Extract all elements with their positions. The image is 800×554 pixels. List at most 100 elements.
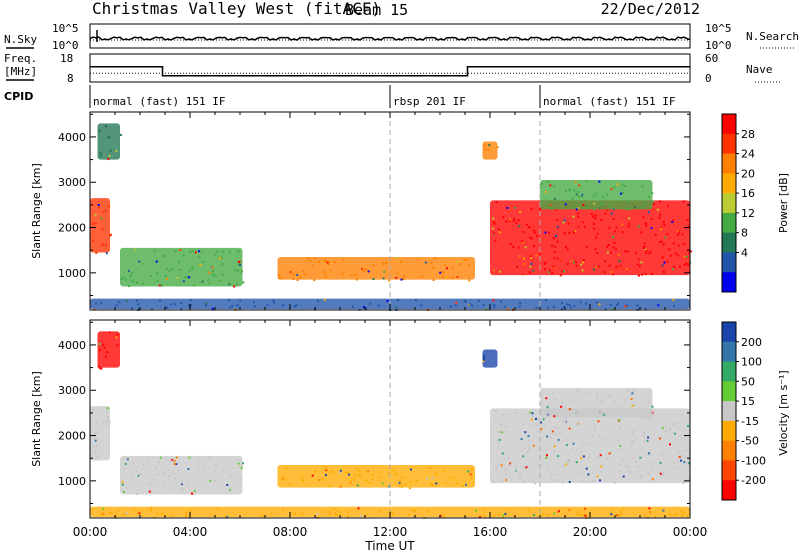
data-speckle <box>546 180 549 183</box>
data-speckle <box>546 468 549 471</box>
data-speckle <box>108 420 111 423</box>
data-speckle <box>532 224 535 227</box>
data-speckle <box>108 345 110 348</box>
data-speckle <box>685 449 688 452</box>
data-speckle <box>588 456 591 459</box>
data-speckle <box>580 457 583 460</box>
data-speckle <box>679 434 682 437</box>
data-speckle <box>517 476 520 479</box>
data-speckle <box>665 426 668 429</box>
data-speckle <box>94 213 97 216</box>
data-speckle <box>662 221 665 224</box>
data-speckle <box>677 254 680 257</box>
data-speckle <box>359 474 361 477</box>
data-speckle <box>630 398 633 400</box>
data-speckle <box>663 430 666 433</box>
data-speckle <box>656 208 659 211</box>
data-speckle <box>678 456 681 458</box>
data-speckle <box>388 485 391 488</box>
data-speckle <box>548 420 551 423</box>
data-speckle <box>138 307 141 310</box>
data-region <box>277 464 475 488</box>
data-speckle <box>635 251 638 254</box>
data-speckle <box>410 468 412 471</box>
data-speckle <box>659 241 662 244</box>
data-speckle <box>332 508 335 510</box>
data-speckle <box>546 447 548 450</box>
data-speckle <box>661 473 664 476</box>
data-speckle <box>513 469 516 472</box>
data-speckle <box>641 185 644 188</box>
data-speckle <box>400 485 403 488</box>
data-speckle <box>228 306 231 309</box>
data-speckle <box>581 206 584 209</box>
data-speckle <box>106 407 109 410</box>
colorbar-tick-label: -50 <box>741 435 759 448</box>
data-speckle <box>92 445 95 448</box>
data-speckle <box>314 516 317 519</box>
data-speckle <box>608 452 611 455</box>
cpid-row: CPID normal (fast) 151 IF rbsp 201 IF norm… <box>4 85 675 108</box>
data-speckle <box>109 149 112 152</box>
data-speckle <box>122 277 125 279</box>
data-speckle <box>456 276 459 278</box>
data-speckle <box>673 265 676 268</box>
data-speckle <box>565 190 567 193</box>
data-speckle <box>188 509 191 512</box>
data-speckle <box>211 266 214 269</box>
data-speckle <box>640 231 643 234</box>
data-speckle <box>562 464 565 467</box>
data-speckle <box>532 269 535 272</box>
data-speckle <box>214 479 217 482</box>
data-speckle <box>293 512 296 515</box>
data-speckle <box>102 507 105 510</box>
data-speckle <box>660 240 663 243</box>
data-speckle <box>592 215 594 218</box>
data-speckle <box>639 456 642 459</box>
data-speckle <box>654 233 657 236</box>
data-speckle <box>171 458 174 461</box>
data-speckle <box>384 262 387 265</box>
colorbar-swatch <box>722 381 736 402</box>
data-speckle <box>334 261 337 264</box>
data-speckle <box>574 230 577 233</box>
data-speckle <box>342 258 345 261</box>
data-speckle <box>658 200 661 203</box>
data-speckle <box>549 402 552 405</box>
data-speckle <box>617 448 620 451</box>
data-speckle <box>613 230 616 233</box>
time-tick-label: 12:00 <box>373 525 408 539</box>
data-speckle <box>624 305 627 308</box>
data-speckle <box>658 216 661 219</box>
data-speckle <box>593 428 596 431</box>
data-speckle <box>572 215 575 218</box>
data-speckle <box>356 484 359 487</box>
y-tick-label: 1000 <box>58 267 86 280</box>
data-speckle <box>672 298 675 301</box>
data-speckle <box>468 264 471 267</box>
power-range-axis-label: Slant Range [km] <box>30 163 43 259</box>
data-speckle <box>610 270 613 273</box>
data-speckle <box>136 281 138 284</box>
data-speckle <box>152 456 155 459</box>
data-speckle <box>295 304 298 307</box>
data-speckle <box>302 270 305 273</box>
data-speckle <box>587 473 590 476</box>
data-speckle <box>647 436 650 439</box>
data-speckle <box>510 415 513 418</box>
data-speckle <box>209 458 212 461</box>
data-speckle <box>610 188 613 191</box>
data-speckle <box>301 476 304 479</box>
data-speckle <box>120 278 123 280</box>
data-speckle <box>647 472 650 475</box>
data-speckle <box>172 472 175 475</box>
data-speckle <box>182 280 185 283</box>
data-speckle <box>498 513 501 516</box>
data-speckle <box>641 273 644 276</box>
data-speckle <box>184 276 187 279</box>
velocity-axes: 1000 2000 3000 4000 <box>58 320 691 518</box>
data-speckle <box>110 233 112 236</box>
data-speckle <box>558 432 561 435</box>
data-speckle <box>527 508 530 511</box>
data-speckle <box>575 461 578 464</box>
